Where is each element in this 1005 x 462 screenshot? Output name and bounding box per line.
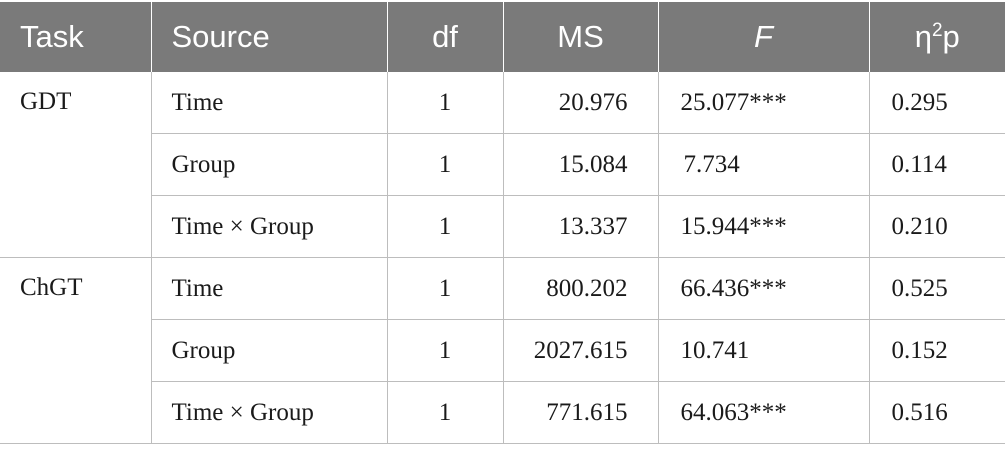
f-cell: 66.436*** — [658, 257, 870, 320]
source-cell: Time — [151, 72, 388, 134]
task-cell-gdt: GDT — [0, 72, 152, 258]
table-row: Group 1 15.084 7.734 0.114 — [0, 133, 1005, 196]
df-cell: 1 — [387, 257, 504, 320]
header-eta-sup: 2 — [931, 20, 943, 41]
source-cell: Group — [151, 133, 388, 196]
header-f: F — [658, 2, 870, 72]
f-cell: 7.734 — [658, 133, 870, 196]
source-cell: Time × Group — [151, 195, 388, 258]
source-cell: Time — [151, 257, 388, 320]
anova-table: Task Source df MS F η2p GDT Time 1 20.97… — [0, 2, 1005, 444]
ms-cell: 771.615 — [503, 381, 659, 444]
ms-cell: 13.337 — [503, 195, 659, 258]
table-row: GDT Time 1 20.976 25.077*** 0.295 — [0, 72, 1005, 258]
f-cell: 10.741 — [658, 319, 870, 382]
df-cell: 1 — [387, 319, 504, 382]
eta-cell: 0.516 — [869, 381, 1005, 444]
ms-cell: 15.084 — [503, 133, 659, 196]
ms-cell: 2027.615 — [503, 319, 659, 382]
source-cell: Group — [151, 319, 388, 382]
task-cell-chgt: ChGT — [0, 257, 152, 444]
header-row: Task Source df MS F η2p — [0, 2, 1005, 72]
table-row: Time × Group 1 771.615 64.063*** 0.516 — [0, 381, 1005, 444]
source-cell: Time × Group — [151, 381, 388, 444]
f-cell: 15.944*** — [658, 195, 870, 258]
table-row: ChGT Time 1 800.202 66.436*** 0.525 — [0, 257, 1005, 444]
df-cell: 1 — [387, 381, 504, 444]
table-row: Group 1 2027.615 10.741 0.152 — [0, 319, 1005, 382]
header-df: df — [387, 2, 504, 72]
ms-cell: 20.976 — [503, 72, 659, 134]
eta-cell: 0.152 — [869, 319, 1005, 382]
df-cell: 1 — [387, 133, 504, 196]
header-eta-suffix: p — [942, 19, 960, 54]
table-row: Time × Group 1 13.337 15.944*** 0.210 — [0, 195, 1005, 258]
eta-cell: 0.114 — [869, 133, 1005, 196]
df-cell: 1 — [387, 72, 504, 134]
df-cell: 1 — [387, 195, 504, 258]
eta-cell: 0.295 — [869, 72, 1005, 134]
header-eta: η2p — [869, 2, 1005, 72]
header-eta-base: η — [914, 19, 932, 54]
header-ms: MS — [503, 2, 659, 72]
header-f-label: F — [754, 19, 773, 54]
header-source: Source — [151, 2, 388, 72]
header-task: Task — [0, 2, 152, 72]
eta-cell: 0.525 — [869, 257, 1005, 320]
f-cell: 25.077*** — [658, 72, 870, 134]
f-cell: 64.063*** — [658, 381, 870, 444]
eta-cell: 0.210 — [869, 195, 1005, 258]
ms-cell: 800.202 — [503, 257, 659, 320]
